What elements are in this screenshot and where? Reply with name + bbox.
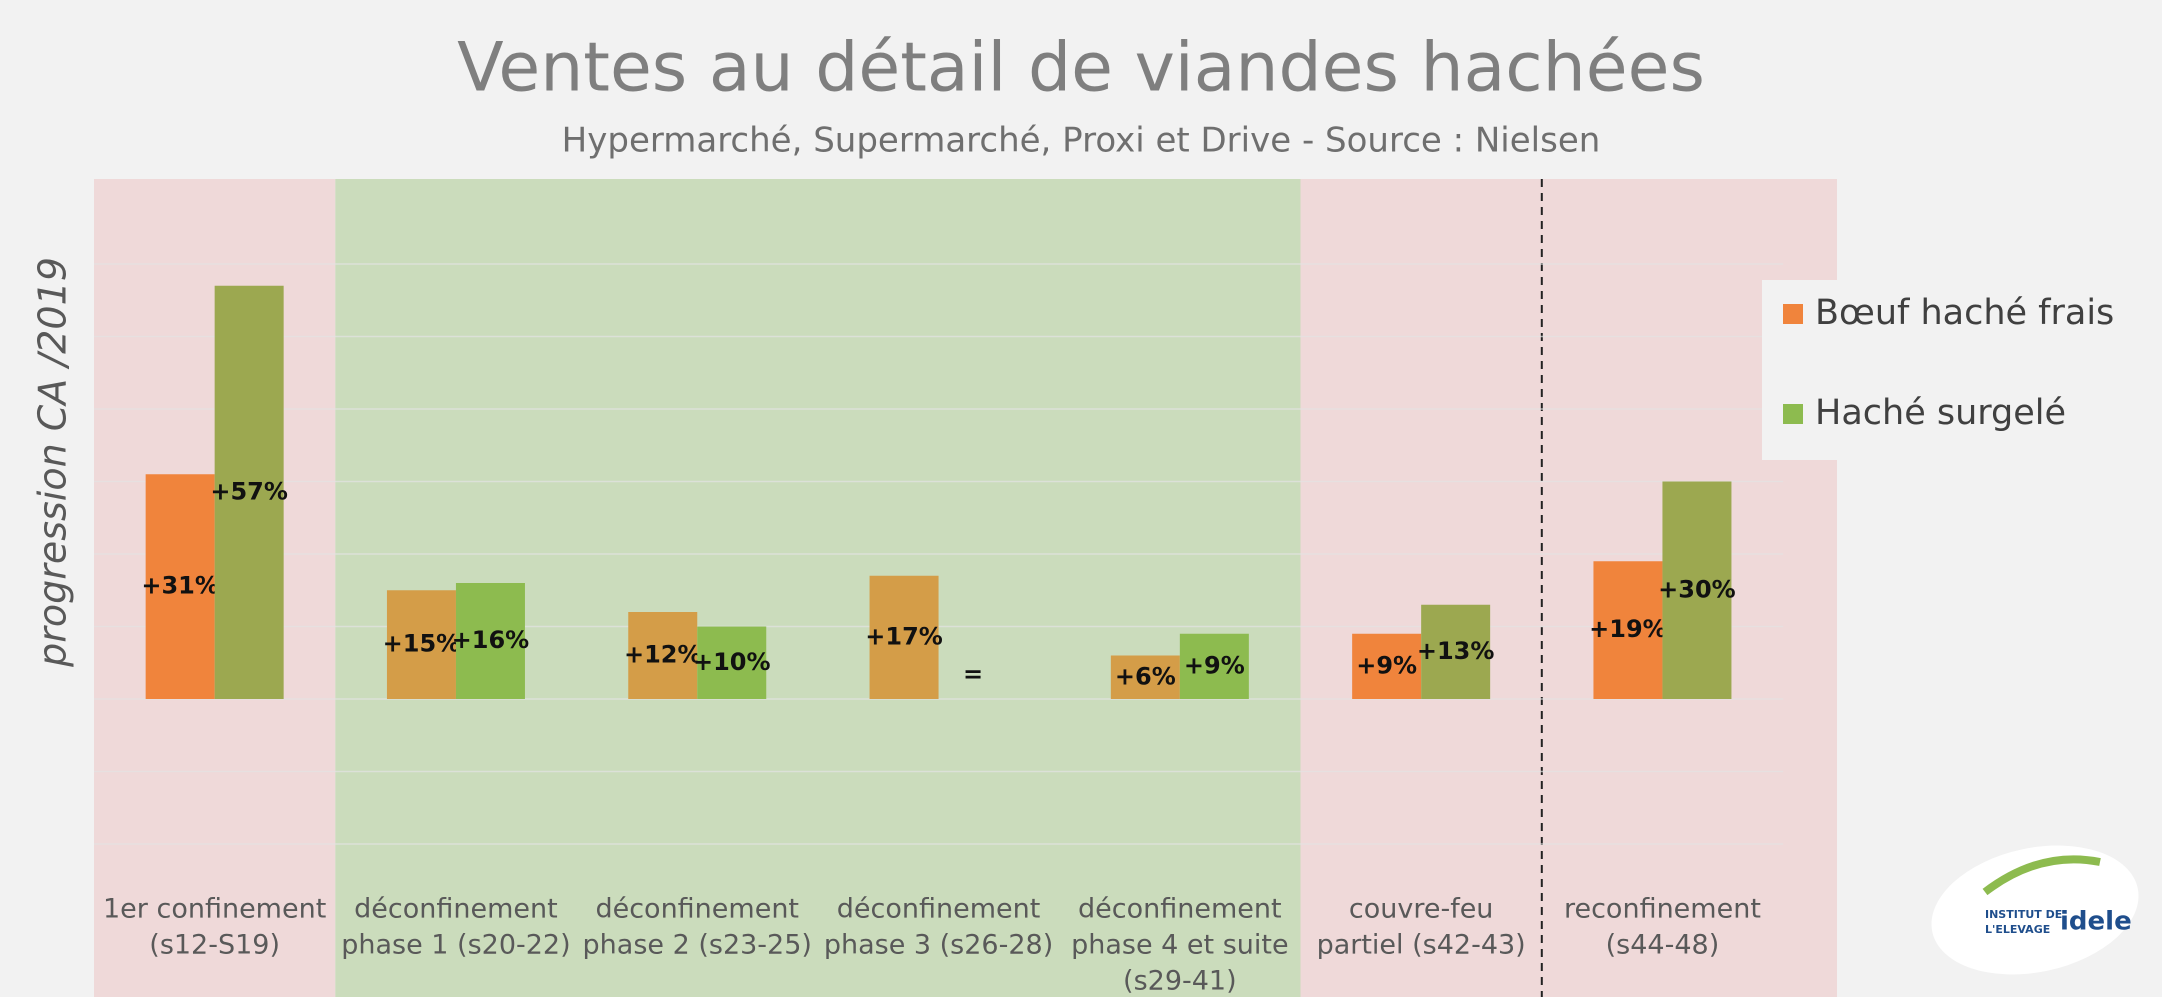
- logo-shape: [1931, 845, 2139, 975]
- y-axis-label: progression CA /2019: [31, 257, 75, 668]
- logo-swoosh: [1982, 855, 2101, 896]
- x-tick-label: déconfinement: [595, 894, 799, 925]
- value-label: =: [963, 660, 983, 688]
- bar: [1352, 633, 1422, 699]
- bar: [214, 285, 284, 699]
- bar: [697, 626, 767, 699]
- x-tick-label: reconfinement: [1564, 894, 1761, 925]
- value-label: +9%: [1184, 651, 1245, 679]
- x-tick-label: phase 2 (s23-25): [583, 930, 812, 961]
- x-tick-label: 1er confinement: [103, 894, 326, 925]
- legend-label: Haché surgelé: [1815, 393, 2066, 433]
- period-zones: [94, 179, 1837, 997]
- value-label: +19%: [1589, 615, 1667, 643]
- legend-swatch: [1783, 404, 1803, 424]
- value-label: +13%: [1417, 637, 1495, 665]
- value-label: +17%: [865, 622, 943, 650]
- value-label: +30%: [1658, 575, 1736, 603]
- value-label: +57%: [210, 477, 288, 505]
- value-label: +15%: [383, 630, 461, 658]
- chart-title: Ventes au détail de viandes hachées: [457, 29, 1705, 108]
- x-tick-label: déconfinement: [354, 894, 558, 925]
- bar: [1421, 604, 1491, 699]
- logo-text: INSTITUT DE: [1985, 908, 2062, 921]
- x-tick-label: phase 1 (s20-22): [341, 930, 570, 961]
- value-label: +9%: [1356, 651, 1417, 679]
- bar: [628, 612, 698, 699]
- x-tick-label: déconfinement: [837, 894, 1041, 925]
- value-label: +31%: [141, 572, 219, 600]
- x-tick-label: phase 3 (s26-28): [824, 930, 1053, 961]
- logo-name: idele: [2060, 907, 2132, 937]
- logo-text: L'ELEVAGE: [1985, 923, 2050, 936]
- bar: [386, 590, 456, 699]
- value-label: +10%: [693, 648, 771, 676]
- bar: [1662, 481, 1732, 699]
- bar: [1593, 561, 1663, 699]
- bar: [1110, 655, 1180, 699]
- x-tick-label: phase 4 et suite: [1071, 930, 1288, 961]
- x-tick-label: (s29-41): [1123, 966, 1237, 997]
- legend-label: Bœuf haché frais: [1815, 293, 2114, 333]
- bar: [869, 575, 939, 699]
- bar: [145, 474, 215, 699]
- bar: [455, 583, 525, 699]
- zone-couvre-feu: [1300, 179, 1837, 997]
- value-label: +12%: [624, 641, 702, 669]
- logo: INSTITUT DE L'ELEVAGE idele: [1931, 845, 2139, 975]
- chart-subtitle: Hypermarché, Supermarché, Proxi et Drive…: [562, 121, 1601, 161]
- legend-box: [1762, 280, 2162, 460]
- value-label: +16%: [452, 626, 530, 654]
- x-tick-label: (s12-S19): [149, 930, 280, 961]
- x-tick-label: déconfinement: [1078, 894, 1282, 925]
- bar: [1179, 633, 1249, 699]
- x-tick-label: partiel (s42-43): [1317, 930, 1526, 961]
- legend-swatch: [1783, 304, 1803, 324]
- x-tick-label: couvre-feu: [1349, 894, 1494, 925]
- value-label: +6%: [1115, 662, 1176, 690]
- x-tick-label: (s44-48): [1606, 930, 1720, 961]
